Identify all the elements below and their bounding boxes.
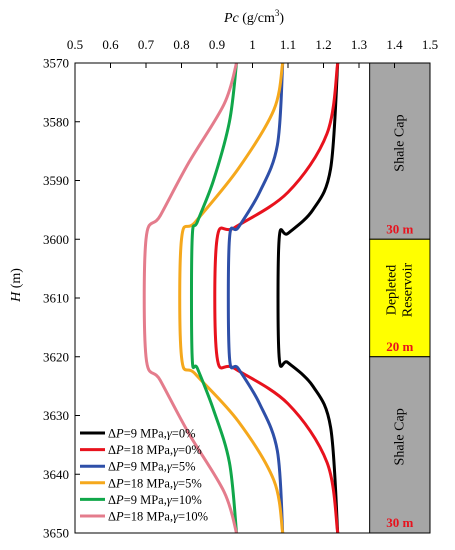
strata-column: Shale Cap 30 m Depleted Reservoir 20 m Shale …: [369, 62, 431, 534]
x-tick-label: 0.9: [209, 37, 225, 52]
series-line: [213, 62, 340, 534]
strata-band: [369, 62, 431, 240]
series-line: [178, 62, 285, 534]
y-axis-title: H (m): [9, 268, 24, 303]
y-tick-label: 3570: [43, 56, 69, 71]
strata-label: Reservoir: [400, 262, 415, 317]
strata-label: Depleted: [384, 265, 399, 316]
legend-label: ΔP=18 MPa,γ=5%: [108, 476, 202, 490]
series-line: [189, 62, 239, 534]
y-tick-label: 3620: [43, 349, 69, 364]
strata-thickness-label: 20 m: [386, 339, 413, 354]
x-axis-ticks: 0.5 0.6 0.7 0.8 0.9 1 1.1 1.2 1.3 1.4 1.5: [67, 37, 438, 68]
y-tick-label: 3610: [43, 291, 69, 306]
legend-label: ΔP=18 MPa,γ=10%: [108, 510, 208, 524]
strata-label: Shale Cap: [392, 115, 407, 172]
x-axis-title: Pc (g/cm3): [223, 8, 284, 26]
x-tick-label: 0.8: [173, 37, 189, 52]
x-tick-label: 1.2: [315, 37, 331, 52]
y-axis-ticks: 3570 3580 3590 3600 3610 3620 3630 3640 3650: [43, 56, 80, 541]
x-tick-label: 0.5: [67, 37, 83, 52]
legend-label: ΔP=9 MPa,γ=0%: [108, 427, 196, 441]
strata-band: [369, 356, 431, 534]
strata-band: [369, 238, 431, 358]
series-line: [142, 62, 238, 534]
x-tick-label: 1.4: [386, 37, 403, 52]
strata-label: Shale Cap: [392, 408, 407, 465]
x-tick-label: 1: [249, 37, 256, 52]
series-line: [226, 62, 285, 534]
series-lines: [142, 62, 340, 534]
legend-label: ΔP=9 MPa,γ=10%: [108, 493, 202, 507]
strata-thickness-label: 30 m: [386, 515, 413, 530]
x-tick-label: 0.6: [102, 37, 119, 52]
y-tick-label: 3630: [43, 408, 69, 423]
y-tick-label: 3640: [43, 467, 69, 482]
y-tick-label: 3650: [43, 526, 69, 541]
x-tick-label: 0.7: [138, 37, 155, 52]
x-tick-label: 1.3: [351, 37, 367, 52]
y-tick-label: 3590: [43, 173, 69, 188]
legend-label: ΔP=9 MPa,γ=5%: [108, 460, 196, 474]
strata-thickness-label: 30 m: [386, 221, 413, 236]
series-line: [276, 62, 340, 534]
legend: ΔP=9 MPa,γ=0% ΔP=18 MPa,γ=0% ΔP=9 MPa,γ=5%…: [80, 427, 208, 524]
legend-label: ΔP=18 MPa,γ=0%: [108, 443, 202, 457]
y-tick-label: 3580: [43, 114, 69, 129]
x-tick-label: 1.1: [280, 37, 296, 52]
y-tick-label: 3600: [43, 232, 69, 247]
x-tick-label: 1.5: [422, 37, 438, 52]
